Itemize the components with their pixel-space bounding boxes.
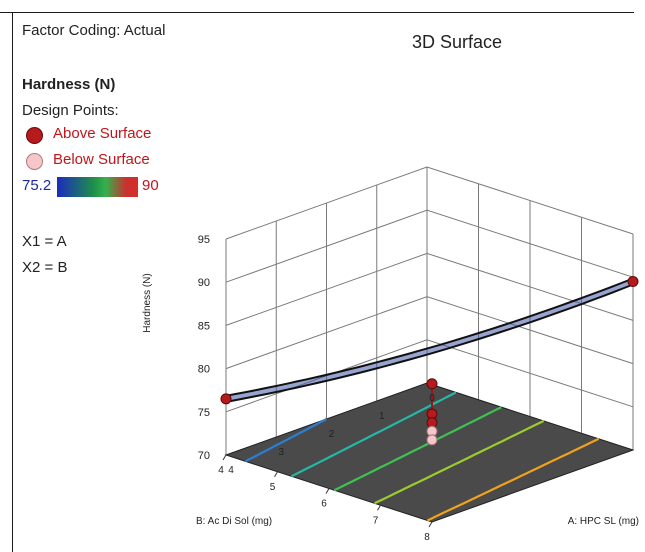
- surface-edge-upper: [225, 277, 634, 397]
- color-scale-max: 90: [142, 177, 159, 194]
- surface-band: [226, 278, 633, 402]
- b-axis-tick-label: 2: [329, 429, 335, 440]
- contour-line: [244, 418, 328, 463]
- b-axis-tick-label: 4: [228, 465, 234, 476]
- z-tick-label: 80: [198, 364, 210, 376]
- z-tick-label: 70: [198, 450, 210, 462]
- contour-line: [426, 437, 600, 522]
- color-scale-min: 75.2: [22, 177, 52, 194]
- surface-edge-lower: [225, 283, 634, 403]
- contour-line: [374, 419, 545, 505]
- a-axis-tick: [325, 488, 330, 494]
- a-axis-title: A: HPC SL (mg): [568, 516, 639, 527]
- z-gridline: [225, 296, 634, 370]
- z-gridline: [225, 252, 634, 326]
- left-border: [12, 12, 13, 552]
- a-axis-tick-label: 8: [424, 532, 430, 543]
- contour-line: [333, 406, 502, 492]
- z-tick-label: 85: [198, 320, 210, 332]
- b-axis-tick-label: 0: [429, 393, 435, 404]
- a-axis-tick: [428, 521, 433, 528]
- b-axis-tick-label: 1: [379, 411, 385, 422]
- below-surface-label: Below Surface: [53, 151, 150, 168]
- x2-equation: X2 = B: [22, 259, 68, 276]
- response-name: Hardness (N): [22, 76, 116, 93]
- a-axis-tick-label: 5: [270, 482, 276, 493]
- z-gridline: [225, 166, 634, 240]
- z-axis-title: Hardness (N): [142, 273, 153, 332]
- design-points-label: Design Points:: [22, 102, 119, 119]
- design-point-above: [220, 393, 232, 405]
- above-surface-label: Above Surface: [53, 125, 152, 142]
- top-border: [0, 12, 634, 13]
- a-axis-tick-label: 6: [321, 499, 327, 510]
- z-tick-label: 75: [198, 407, 210, 419]
- below-surface-marker-icon: [26, 153, 43, 170]
- response-surface: [225, 277, 634, 403]
- design-point-below: [426, 434, 438, 446]
- a-axis-tick: [274, 471, 278, 478]
- a-axis-tick-label: 7: [373, 515, 379, 526]
- design-point-above: [627, 276, 639, 288]
- design-point-above: [426, 378, 438, 390]
- chart-title: 3D Surface: [412, 32, 503, 52]
- factor-coding-label: Factor Coding: Actual: [22, 22, 166, 39]
- b-axis-tick-label: 3: [278, 447, 284, 458]
- a-axis-tick: [377, 504, 381, 511]
- b-axis-title: B: Ac Di Sol (mg): [196, 516, 272, 527]
- back-walls: [225, 166, 634, 456]
- x1-equation: X1 = A: [22, 233, 67, 250]
- a-axis-tick-label: 4: [218, 465, 224, 476]
- z-tick-label: 95: [198, 234, 210, 246]
- color-scale-bar: [57, 177, 138, 197]
- z-gridline: [225, 209, 634, 283]
- contour-line: [290, 391, 457, 478]
- a-axis-tick: [222, 454, 227, 461]
- above-surface-marker-icon: [26, 127, 43, 144]
- floor-contours: [244, 391, 600, 522]
- z-tick-label: 90: [198, 277, 210, 289]
